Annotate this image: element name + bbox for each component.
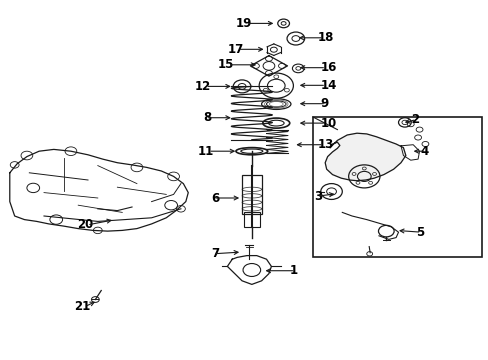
Text: 17: 17 — [227, 43, 243, 56]
Bar — [243, 212, 260, 227]
Text: 4: 4 — [420, 145, 428, 158]
Text: 21: 21 — [74, 300, 90, 313]
Text: 14: 14 — [320, 79, 336, 92]
Text: 2: 2 — [410, 113, 418, 126]
Text: 19: 19 — [235, 17, 251, 30]
Bar — [242, 175, 261, 214]
Text: 3: 3 — [314, 190, 322, 203]
Text: 12: 12 — [195, 80, 211, 93]
Text: 8: 8 — [203, 111, 211, 124]
Text: 9: 9 — [320, 97, 328, 110]
Text: 18: 18 — [317, 31, 333, 44]
Text: 11: 11 — [198, 145, 214, 158]
Text: 16: 16 — [320, 61, 336, 74]
Text: 15: 15 — [217, 58, 233, 71]
Text: 6: 6 — [210, 192, 219, 204]
Text: 5: 5 — [415, 226, 423, 239]
Bar — [312, 117, 481, 257]
Text: 13: 13 — [317, 138, 333, 151]
Polygon shape — [325, 133, 405, 181]
Text: 7: 7 — [210, 247, 219, 260]
Text: 1: 1 — [289, 264, 297, 277]
Text: 20: 20 — [77, 219, 93, 231]
Text: 10: 10 — [320, 117, 336, 130]
